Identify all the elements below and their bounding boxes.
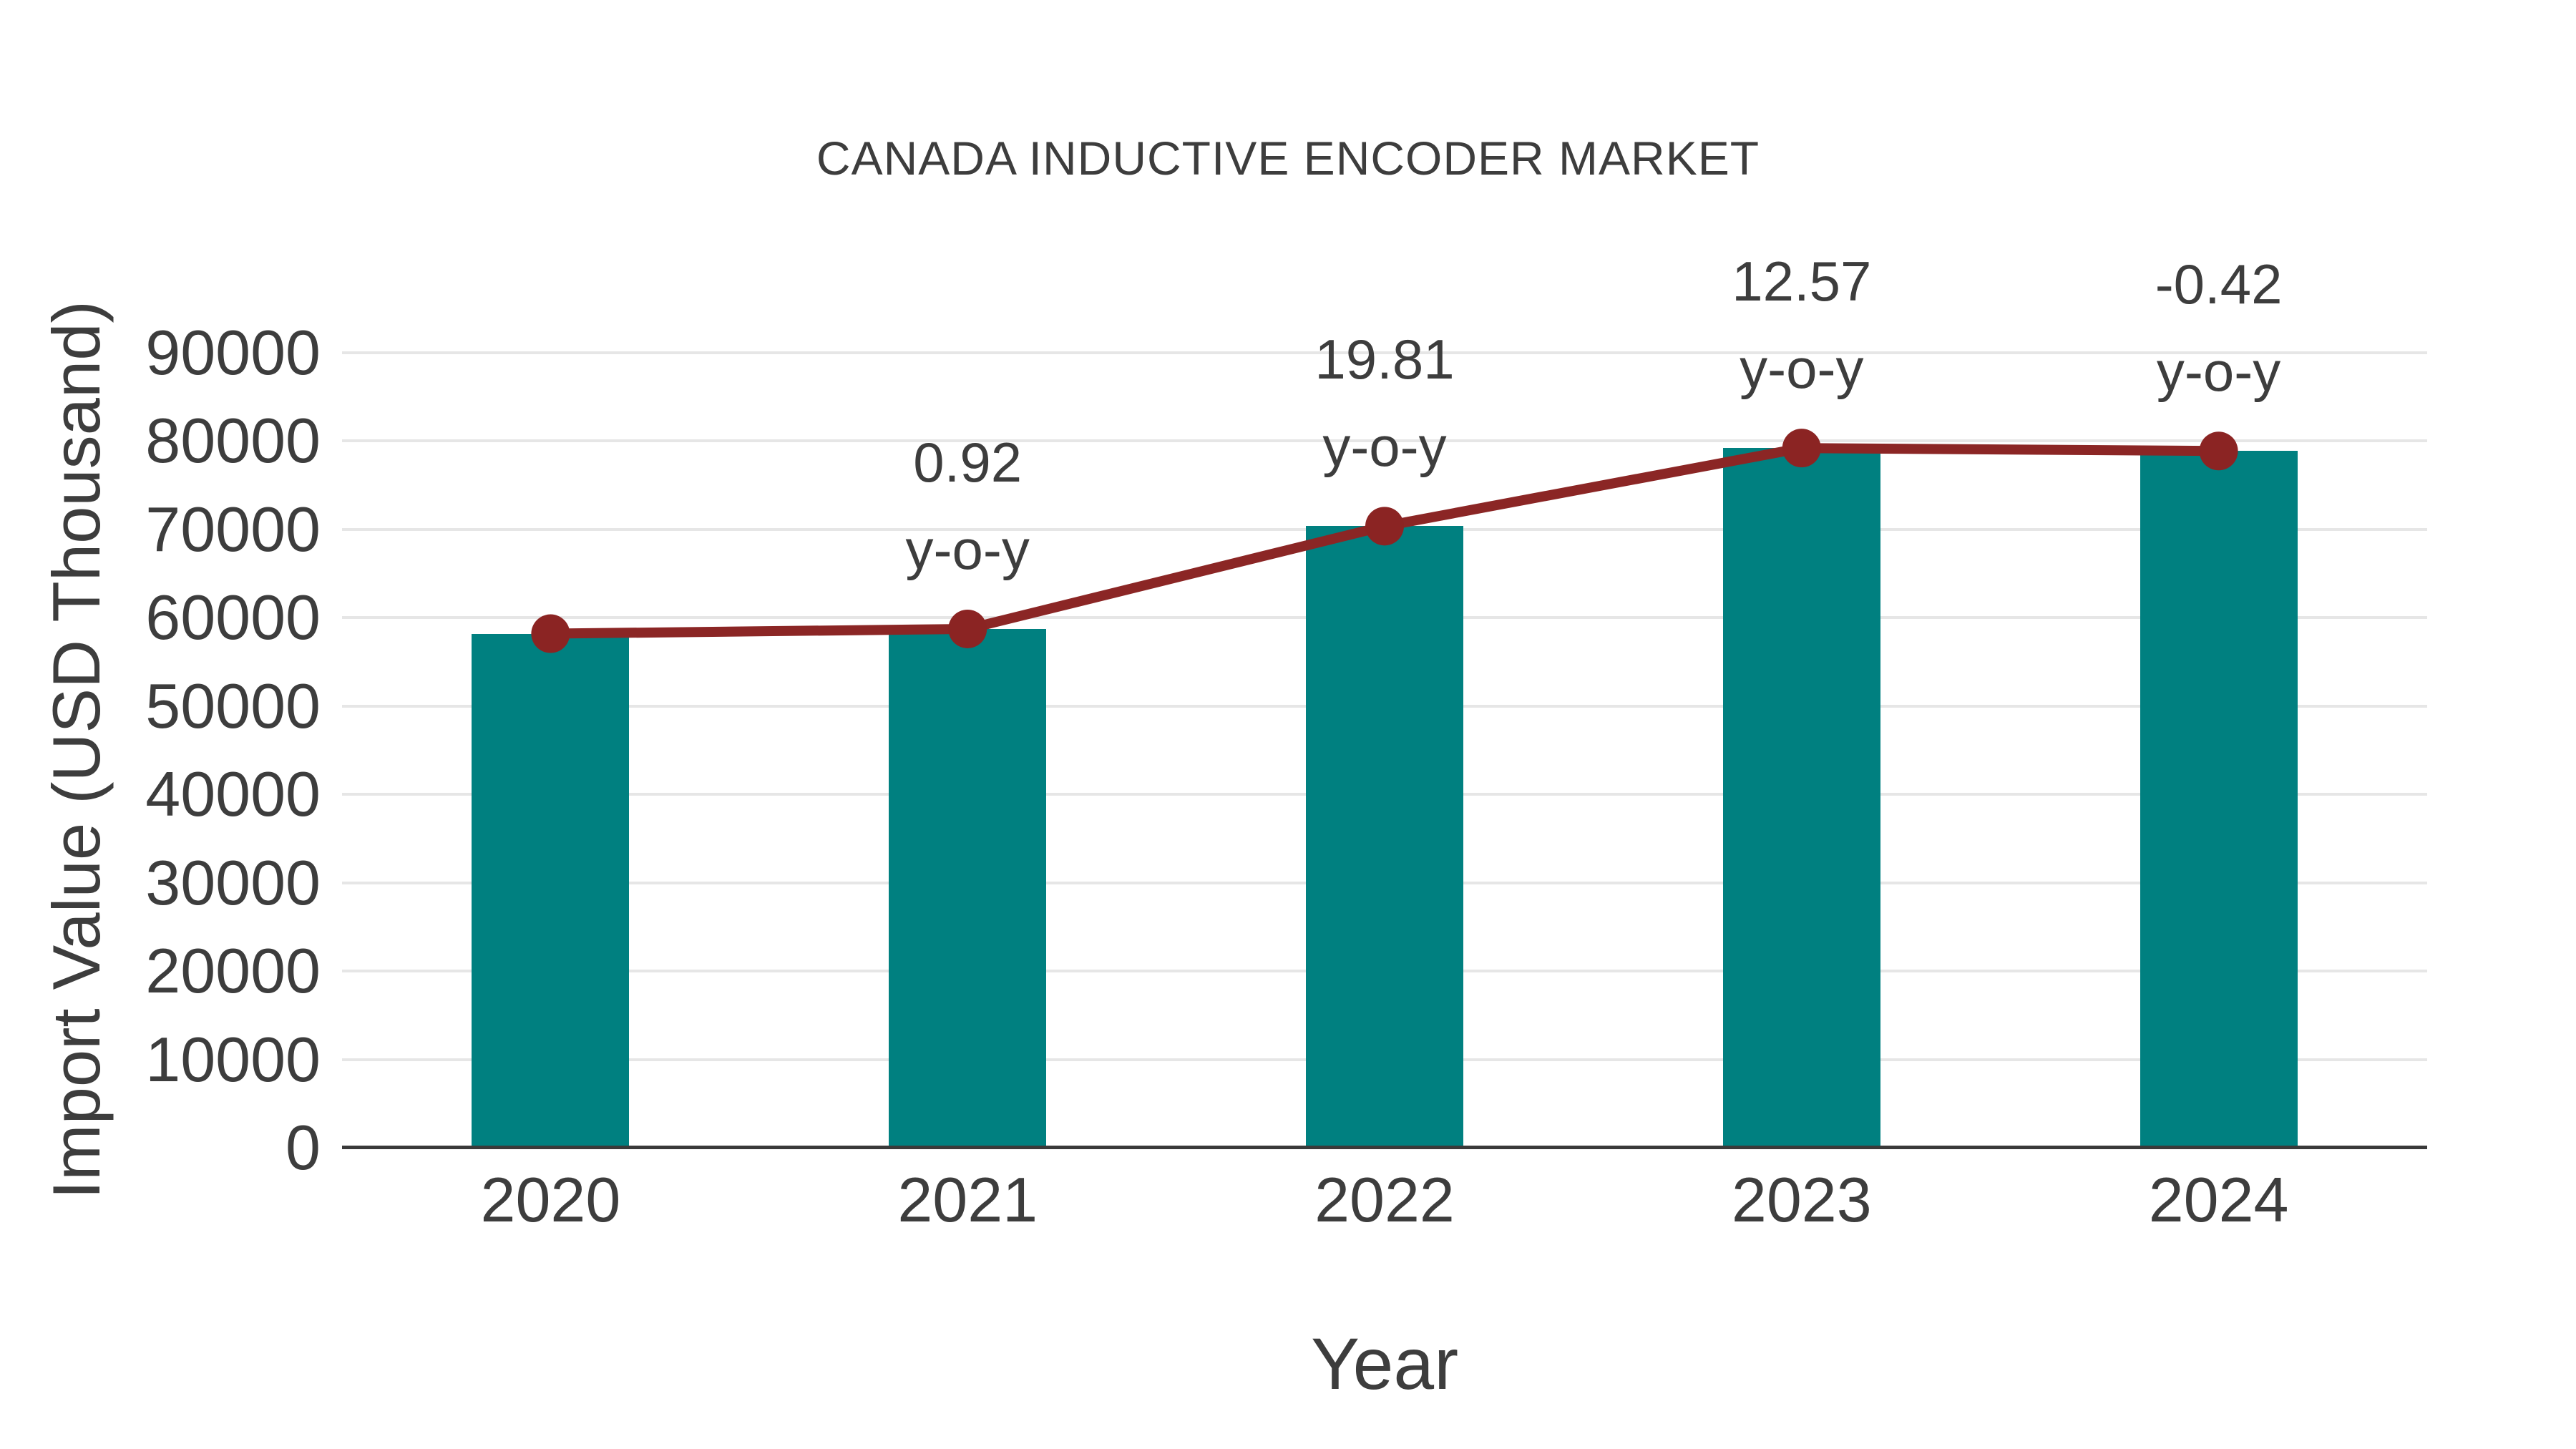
x-axis-title: Year — [1310, 1323, 1459, 1405]
y-tick-label: 50000 — [145, 670, 321, 741]
annotation-value: 0.92 — [913, 430, 1023, 494]
bar-2020 — [472, 633, 630, 1148]
x-tick-label: 2020 — [480, 1164, 621, 1235]
y-tick-label: 40000 — [145, 758, 321, 830]
annotation-2023: 12.57 y-o-y — [1580, 238, 2024, 412]
bar-2022 — [1306, 526, 1463, 1148]
gridline — [342, 439, 2427, 443]
y-tick-label: 90000 — [145, 317, 321, 388]
annotation-value: -0.42 — [2155, 253, 2283, 316]
y-tick-label: 10000 — [145, 1023, 321, 1095]
annotation-value: 12.57 — [1732, 250, 1872, 313]
data-point-marker-2021 — [948, 609, 987, 648]
gridline — [342, 351, 2427, 354]
y-tick-label: 80000 — [145, 405, 321, 477]
x-tick-label: 2022 — [1314, 1164, 1455, 1235]
y-tick-label: 20000 — [145, 935, 321, 1007]
annotation-2021: 0.92 y-o-y — [746, 419, 1189, 593]
y-tick-label: 60000 — [145, 582, 321, 653]
data-point-marker-2023 — [1782, 429, 1821, 468]
bar-2024 — [2140, 451, 2298, 1148]
annotation-label: y-o-y — [1322, 415, 1447, 479]
trend-line-layer — [531, 429, 2238, 653]
y-tick-label: 0 — [286, 1112, 321, 1183]
x-tick-label: 2021 — [897, 1164, 1038, 1235]
y-tick-label: 30000 — [145, 847, 321, 918]
chart-title: CANADA INDUCTIVE ENCODER MARKET — [816, 132, 1760, 185]
bar-2021 — [889, 628, 1047, 1148]
data-point-marker-2020 — [531, 614, 570, 653]
data-point-marker-2024 — [2199, 431, 2238, 471]
x-tick-label: 2023 — [1731, 1164, 1872, 1235]
y-tick-label: 70000 — [145, 493, 321, 565]
annotation-2024: -0.42 y-o-y — [1997, 240, 2441, 415]
bar-2023 — [1722, 448, 1880, 1148]
x-tick-label: 2024 — [2148, 1164, 2289, 1235]
annotation-2022: 19.81 y-o-y — [1163, 316, 1606, 490]
annotation-value: 19.81 — [1314, 328, 1455, 391]
data-point-marker-2022 — [1365, 507, 1404, 546]
x-axis-line — [342, 1146, 2427, 1149]
annotation-label: y-o-y — [2156, 340, 2281, 404]
annotation-label: y-o-y — [1740, 337, 1864, 401]
annotation-label: y-o-y — [905, 517, 1030, 581]
